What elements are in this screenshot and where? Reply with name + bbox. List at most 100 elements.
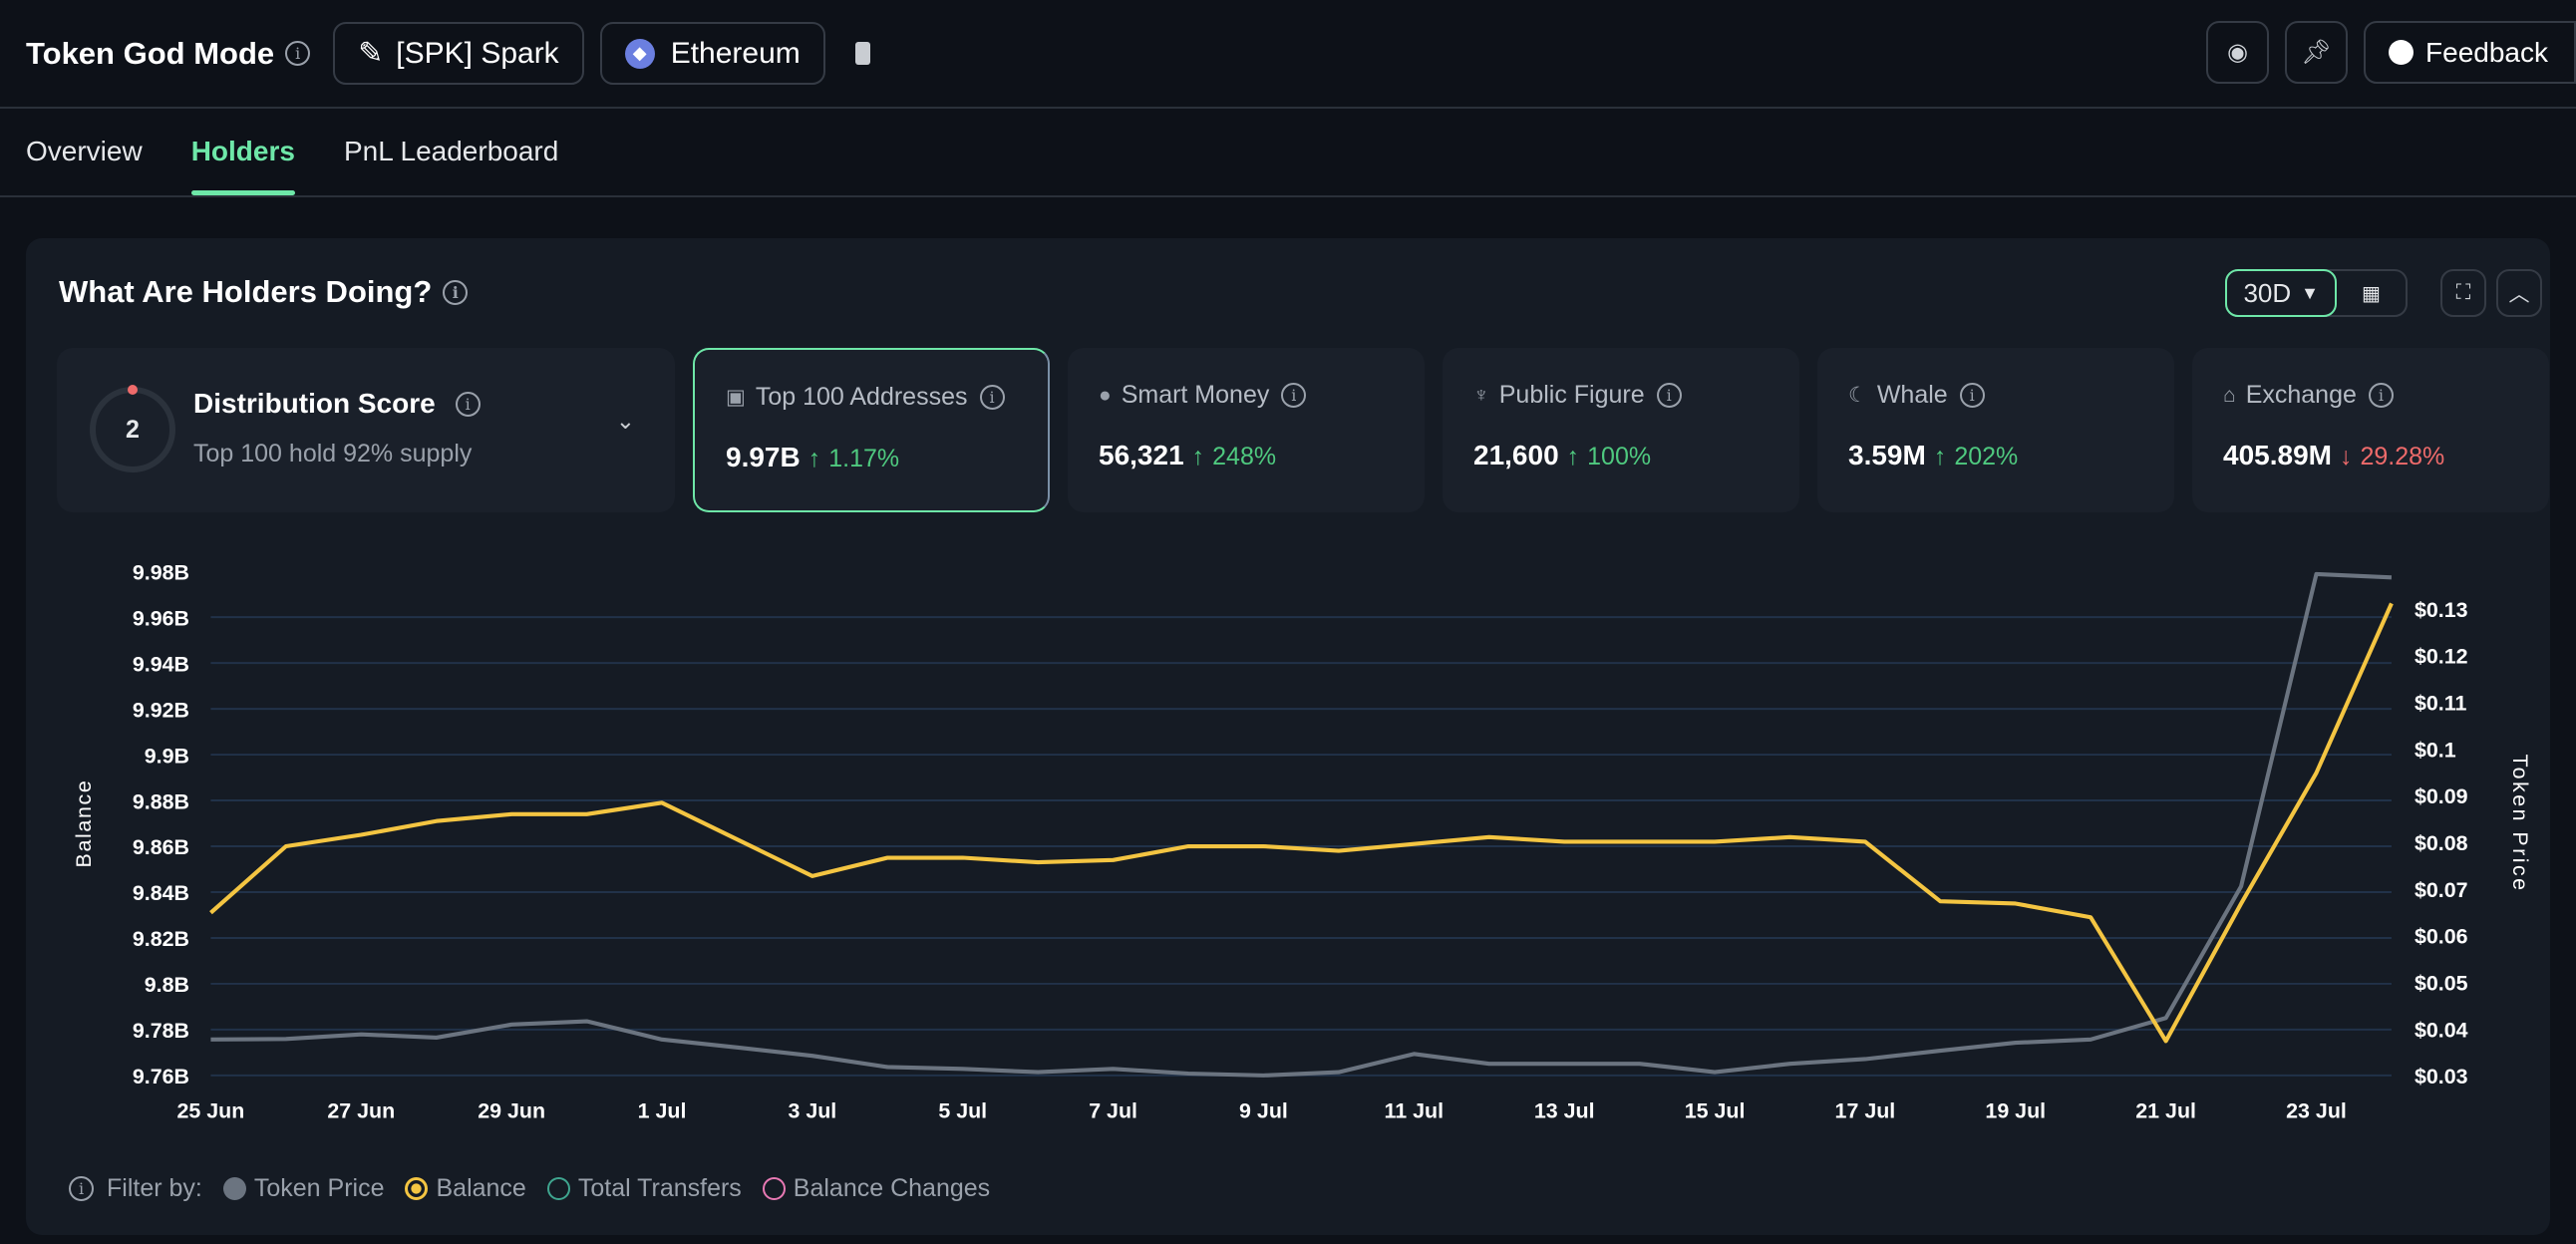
y2-tick-label: $0.08 [2415,831,2468,855]
x-tick-label: 15 Jul [1685,1099,1746,1123]
panel-header: What Are Holders Doing? i [59,274,469,310]
y2-tick-label: $0.06 [2415,925,2468,949]
stat-value-row: 21,600 ↑ 100% [1473,440,1799,471]
stat-value: 3.59M [1848,440,1926,470]
feedback-button[interactable]: Feedback [2364,21,2576,84]
stat-value: 405.89M [2223,440,2332,470]
legend-label: Balance Changes [793,1174,991,1202]
y2-tick-label: $0.03 [2415,1065,2468,1088]
stat-label-row: ☾ Whale i [1848,381,2174,410]
y-tick-label: 9.86B [133,835,189,859]
chain-selector[interactable]: ◆ Ethereum [599,22,825,85]
copy-icon[interactable] [854,42,870,65]
y2-tick-label: $0.12 [2415,645,2468,669]
legend-balance[interactable]: Balance [405,1174,526,1203]
stat-label-row: ▣ Top 100 Addresses i [726,383,1048,412]
stat-change: 29.28% [2360,443,2445,470]
pin-button[interactable]: 📌︎ [2285,21,2349,84]
range-dropdown[interactable]: 30D ▼ [2225,269,2337,317]
x-tick-label: 5 Jul [938,1099,987,1123]
stat-card-smart-money[interactable]: ● Smart Money i 56,321 ↑ 248% [1068,348,1425,512]
info-icon[interactable]: i [1959,383,1985,408]
range-label: 30D [2243,277,2292,308]
y2-tick-label: $0.05 [2415,971,2468,995]
pencil-icon: ✎ [358,37,384,70]
holders-panel: What Are Holders Doing? i 30D ▼ ▦ ⛶ ︿ 2 D… [26,238,2550,1235]
stat-label: Public Figure [1498,381,1645,409]
info-icon[interactable]: i [979,385,1005,410]
stat-value: 21,600 [1473,440,1559,470]
panel-title: What Are Holders Doing? [59,274,433,309]
y-tick-label: 9.78B [133,1019,189,1043]
x-tick-label: 11 Jul [1385,1099,1445,1123]
distribution-score-card[interactable]: 2 Distribution Score i Top 100 hold 92% … [57,348,675,512]
y-tick-label: 9.8B [145,973,189,997]
stat-label: Smart Money [1121,381,1270,409]
filter-label: Filter by: [107,1174,202,1202]
info-icon[interactable]: i [2368,383,2394,408]
bank-icon: ⌂ [2223,383,2236,407]
arrow-up-icon: ↑ [1191,443,1205,470]
legend-token-price[interactable]: Token Price [222,1174,385,1203]
x-tick-label: 3 Jul [788,1099,836,1123]
money-icon: ▣ [726,386,746,409]
chain-label: Ethereum [670,36,801,70]
stat-card-top-100-addresses[interactable]: ▣ Top 100 Addresses i 9.97B ↑ 1.17% [693,348,1050,512]
arrow-down-icon: ↓ [2339,443,2353,470]
legend-swatch [546,1177,570,1200]
y-tick-label: 9.76B [133,1065,189,1088]
pin-icon: 📌︎ [2301,39,2332,66]
score-value: 2 [126,416,140,444]
arrow-up-icon: ↑ [1566,443,1580,470]
distribution-title-row: Distribution Score i [193,388,481,420]
arrow-up-icon: ↑ [807,445,821,472]
token-selector[interactable]: ✎ [SPK] Spark [333,22,584,85]
stat-change: 1.17% [828,445,900,472]
x-tick-label: 1 Jul [638,1099,687,1123]
legend-label: Total Transfers [577,1174,742,1202]
info-icon[interactable]: i [285,41,311,66]
collapse-button[interactable]: ︿ [2496,269,2542,317]
calendar-button[interactable]: ▦ [2337,271,2406,315]
feedback-label: Feedback [2425,36,2548,68]
info-icon[interactable]: i [443,279,469,305]
stat-label: Exchange [2245,381,2357,409]
tab-holders[interactable]: Holders [190,109,296,195]
tab-pnl-leaderboard[interactable]: PnL Leaderboard [343,136,559,166]
page-title: Token God Mode [26,35,275,71]
stat-value: 56,321 [1099,440,1184,470]
stat-cards: 2 Distribution Score i Top 100 hold 92% … [57,348,2549,512]
legend-label: Token Price [253,1174,385,1202]
y-tick-label: 9.88B [133,789,189,813]
arrow-up-icon: ↑ [1933,443,1947,470]
y-tick-label: 9.9B [145,744,189,768]
watch-button[interactable]: ◉ [2206,21,2270,84]
fullscreen-button[interactable]: ⛶ [2440,269,2486,317]
stat-value-row: 3.59M ↑ 202% [1848,440,2174,471]
x-tick-label: 21 Jul [2135,1099,2196,1123]
chevron-down-icon[interactable]: ⌄ [615,408,635,434]
stat-label: Top 100 Addresses [755,383,968,411]
top-bar: Token God Mode i ✎ [SPK] Spark ◆ Ethereu… [0,0,2576,109]
stat-card-exchange[interactable]: ⌂ Exchange i 405.89M ↓ 29.28% [2192,348,2549,512]
calendar-icon: ▦ [2362,282,2381,305]
distribution-subtitle: Top 100 hold 92% supply [193,440,473,467]
legend-balance-changes[interactable]: Balance Changes [762,1174,991,1203]
tab-overview[interactable]: Overview [26,136,143,166]
legend-swatch [405,1177,429,1200]
x-tick-label: 13 Jul [1534,1099,1595,1123]
expand-icon: ⛶ [2455,281,2471,304]
info-icon: i [69,1176,94,1201]
stat-card-public-figure[interactable]: ♆ Public Figure i 21,600 ↑ 100% [1443,348,1799,512]
info-icon[interactable]: i [1281,383,1307,408]
info-icon[interactable]: i [1656,383,1682,408]
stat-value-row: 56,321 ↑ 248% [1099,440,1425,471]
info-icon[interactable]: i [455,391,481,417]
y-tick-label: 9.96B [133,606,189,630]
x-tick-label: 9 Jul [1239,1099,1288,1123]
y2-tick-label: $0.1 [2415,738,2456,762]
legend-total-transfers[interactable]: Total Transfers [546,1174,742,1203]
x-tick-label: 19 Jul [1985,1099,2046,1123]
holders-chart: 9.76B 9.78B 9.8B 9.82B 9.84B 9.86B 9.88B 9.9B 9.… [72,560,2532,1123]
stat-card-whale[interactable]: ☾ Whale i 3.59M ↑ 202% [1817,348,2174,512]
